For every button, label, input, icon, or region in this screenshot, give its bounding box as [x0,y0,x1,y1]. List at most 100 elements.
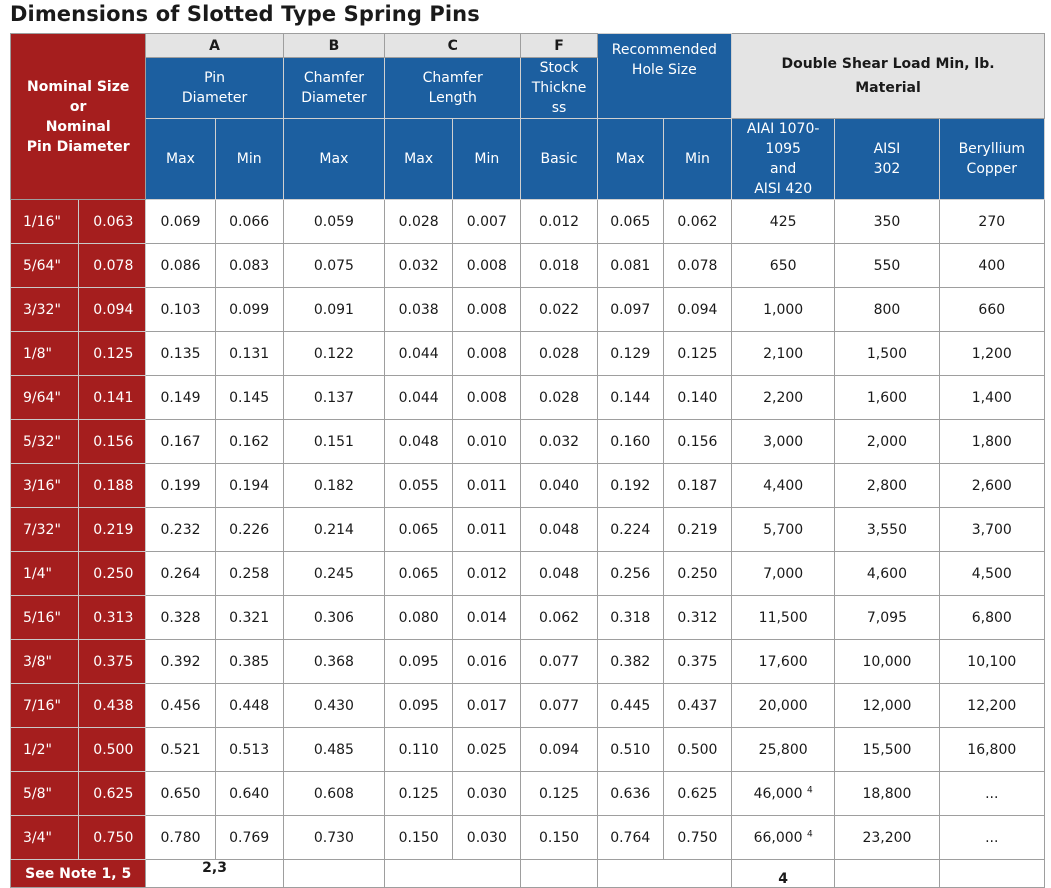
chamfer-diameter-max-cell: 0.306 [282,595,386,640]
load-aisi-302-cell: 7,095 [834,595,940,640]
cell-value: 0.368 [313,653,354,670]
cell-value: 0.032 [398,257,439,274]
cell-value: 0.750 [677,829,718,846]
cell-value: 1,800 [971,433,1012,450]
cell-value: 2,200 [763,389,804,406]
cell-value: 0.095 [398,697,439,714]
cell-value: 0.392 [160,653,201,670]
table-body: 1/16" 0.063 0.069 0.066 0.059 0.028 0.007 0.012… [9,199,1046,860]
pin-diameter-min-cell: 0.321 [214,595,284,640]
cell-value: 0.160 [610,433,651,450]
pin-diameter-max-header: Max [145,118,216,200]
pin-diameter-min-cell: 0.194 [214,463,284,508]
cell-value: 18,800 [862,785,912,802]
hole-size-max-cell: 0.445 [596,683,664,728]
cell-value: 0.194 [229,477,270,494]
cell-value: 0.077 [538,697,580,714]
hole-size-min-cell: 0.140 [662,375,733,420]
pin-diameter-min-cell: 0.640 [214,771,284,816]
cell-value: 0.081 [610,257,651,274]
hole-size-min-cell: 0.312 [662,595,733,640]
cell-value: 0.038 [398,301,439,318]
cell-value: 0.328 [160,609,201,626]
chamfer-length-max-cell: 0.044 [384,375,454,420]
chamfer-length-max-cell: 0.065 [384,507,454,552]
hole-size-max-header: Max [596,118,664,200]
cell-value: 0.125 [677,345,718,362]
pin-diameter-max-cell: 0.167 [145,419,216,464]
cell-value: 10,100 [967,653,1017,670]
cell-value: 0.008 [466,301,507,318]
load-aisi-1070-cell: 17,600 [731,639,836,684]
chamfer-length-max-cell: 0.125 [384,771,454,816]
cell-value: 0.094 [538,741,580,758]
pin-diameter-note-cell: 2,3 [145,859,284,888]
table-row: 5/16" 0.313 0.328 0.321 0.306 0.080 0.014 0.062… [9,595,1046,640]
cell-value: 0.636 [610,785,651,802]
table-row: 7/32" 0.219 0.232 0.226 0.214 0.065 0.011 0.048… [9,507,1046,552]
hole-size-min-cell: 0.062 [662,199,733,244]
chamfer-length-max-cell: 0.032 [384,243,454,288]
cell-value: 0.095 [398,653,439,670]
chamfer-length-max-cell: 0.150 [384,815,454,860]
cell-value: 0.150 [538,829,580,846]
pin-diameter-min-cell: 0.385 [214,639,284,684]
hole-size-max-cell: 0.192 [596,463,664,508]
chamfer-diameter-max-cell: 0.137 [282,375,386,420]
load-aisi-302-cell: 1,500 [834,331,940,376]
cell-value: 0.077 [538,653,580,670]
table-row: 7/16" 0.438 0.456 0.448 0.430 0.095 0.017 0.077… [9,683,1046,728]
nominal-decimal-cell: 0.375 [78,639,147,684]
cell-value: 0.018 [538,257,580,274]
chamfer-diameter-max-cell: 0.245 [282,551,386,596]
cell-value: 0.091 [313,301,354,318]
chamfer-diameter-max-cell: 0.608 [282,771,386,816]
page-title: Dimensions of Slotted Type Spring Pins [10,2,480,26]
cell-value: 5/16" [23,609,61,626]
cell-value: 550 [873,257,901,274]
aisi-1070-header: AIAI 1070- 1095 and AISI 420 [731,118,836,200]
cell-value: 0.028 [538,345,580,362]
cell-value: 0.062 [538,609,580,626]
chamfer-length-min-cell: 0.011 [452,507,522,552]
cell-value: 0.156 [93,433,134,450]
beryllium-copper-header: Beryllium Copper [938,118,1046,200]
cell-value: 0.078 [93,257,134,274]
cell-value: 0.131 [229,345,270,362]
load-aisi-1070-cell: 46,000 4 [731,771,836,816]
cell-value: 16,800 [967,741,1017,758]
hole-size-min-cell: 0.187 [662,463,733,508]
cell-value: 25,800 [758,741,808,758]
cell-value: 0.044 [398,389,439,406]
cell-value: 4,500 [971,565,1012,582]
chamfer-diameter-header: Chamfer Diameter [282,57,386,119]
letter-b-header: B [282,33,386,58]
cell-value: 0.256 [610,565,651,582]
stock-thickness-cell: 0.062 [520,595,598,640]
pin-diameter-min-cell: 0.769 [214,815,284,860]
load-beryllium-cell: 16,800 [938,727,1046,772]
chamfer-diameter-max-cell: 0.091 [282,287,386,332]
cell-value: 15,500 [862,741,912,758]
cell-value: ... [985,829,999,846]
cell-value: 0.028 [398,213,439,230]
empty-footer-cell [938,859,1046,888]
cell-value: 12,200 [967,697,1017,714]
chamfer-length-min-cell: 0.025 [452,727,522,772]
load-aisi-1070-cell: 66,000 4 [731,815,836,860]
cell-value: 0.110 [398,741,439,758]
cell-value: 0.214 [313,521,354,538]
stock-thickness-basic-header: Basic [520,118,598,200]
cell-value: 0.513 [229,741,270,758]
cell-value: 3,550 [866,521,907,538]
chamfer-length-min-cell: 0.016 [452,639,522,684]
nominal-decimal-cell: 0.094 [78,287,147,332]
table-row: 9/64" 0.141 0.149 0.145 0.137 0.044 0.008 0.028… [9,375,1046,420]
stock-thickness-cell: 0.077 [520,639,598,684]
hole-size-max-cell: 0.382 [596,639,664,684]
cell-value: 0.040 [538,477,580,494]
cell-value: 0.313 [93,609,134,626]
cell-value: 0.012 [466,565,507,582]
cell-value: 0.094 [93,301,134,318]
nominal-fraction-cell: 7/16" [9,683,80,728]
